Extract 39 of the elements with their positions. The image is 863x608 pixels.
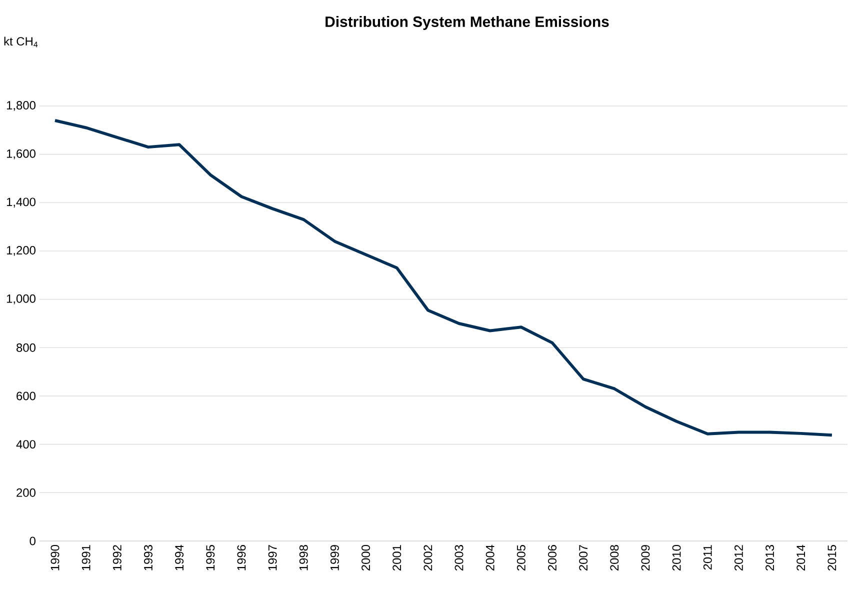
y-tick-label: 1,200 [6, 246, 36, 256]
x-tick-label: 1994 [175, 544, 184, 570]
x-tick-label: 2014 [796, 544, 806, 571]
line-series [54, 118, 834, 437]
x-tick-label: 2002 [424, 545, 432, 571]
x-tick-label: 1997 [268, 545, 277, 570]
y-tick-label: 0 [30, 536, 36, 546]
chart-title: Distribution System Methane Emissions [326, 16, 609, 30]
x-tick-label: 2005 [516, 545, 526, 571]
x-tick-label: 1999 [330, 545, 339, 570]
y-tick-label: 1,600 [6, 149, 36, 160]
y-tick-label: 1,800 [6, 101, 36, 111]
x-tick-label: 2003 [454, 545, 464, 571]
x-tick-label: 2011 [703, 545, 712, 570]
x-tick-label: 2015 [828, 545, 836, 571]
y-tick-label: 200 [16, 488, 36, 497]
y-tick-label: 1,000 [6, 294, 36, 304]
y-tick-label: 400 [16, 440, 36, 449]
y-tick-label: 1,400 [6, 198, 36, 208]
x-tick-label: 1992 [112, 545, 122, 570]
y-axis-title: kt CH$_{4}$ [4, 36, 38, 48]
x-tick-label: 2007 [579, 545, 588, 571]
x-tick-label: 2004 [486, 544, 494, 571]
x-tick-label: 1993 [144, 545, 152, 570]
x-tick-label: 2001 [392, 545, 402, 571]
x-tick-label: 1991 [82, 545, 90, 570]
y-tick-label: 600 [16, 392, 36, 400]
x-tick-label: 1990 [50, 544, 60, 570]
x-tick-label: 2008 [610, 545, 619, 571]
x-tick-label: 1996 [237, 545, 246, 570]
x-tick-label: 2006 [548, 545, 556, 571]
x-tick-label: 1998 [299, 545, 308, 570]
x-tick-label: 2013 [766, 545, 774, 571]
x-tick-label: 1995 [206, 545, 215, 570]
x-tick-label: 2010 [672, 544, 681, 571]
x-tick-label: 2012 [734, 545, 743, 571]
y-tick-label: 800 [16, 343, 36, 352]
x-tick-label: 2000 [362, 544, 370, 571]
x-tick-label: 2009 [641, 545, 650, 571]
